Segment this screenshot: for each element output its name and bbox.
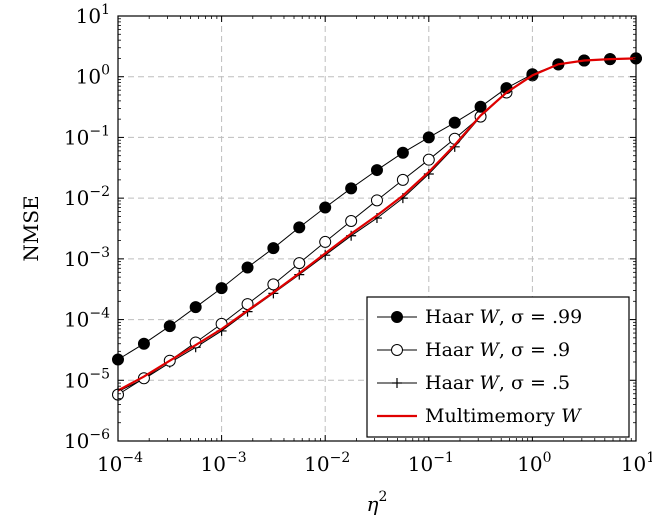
legend-label: Multimemory W: [425, 405, 582, 427]
point-filled-circle: [241, 261, 254, 274]
axis-ticks: 10−4 10−3 10−2 10−1 100 101 10−6 10−5 10−4 10−3 10…: [64, 2, 652, 476]
point-open-circle: [448, 132, 461, 145]
point-open-circle: [319, 235, 332, 248]
point-open-circle: [345, 215, 358, 228]
x-tick-label: 101: [621, 450, 652, 476]
plot-frame: [117, 15, 637, 442]
point-plus: [392, 378, 402, 388]
point-open-circle: [396, 173, 409, 186]
point-filled-circle: [474, 100, 487, 113]
point-filled-circle: [293, 221, 306, 234]
legend-label: Haar W, σ = .5: [425, 372, 570, 394]
series-3: [117, 57, 637, 392]
legend-label: Haar W, σ = .99: [425, 306, 582, 328]
y-tick-label: 10−4: [64, 306, 110, 332]
point-filled-circle: [448, 116, 461, 129]
x-tick-label: 10−4: [97, 450, 143, 476]
point-filled-circle: [345, 182, 358, 195]
point-filled-circle: [396, 146, 409, 159]
x-axis-label: η2: [367, 489, 388, 516]
point-filled-circle: [163, 320, 176, 333]
point-filled-circle: [391, 311, 403, 323]
y-tick-label: 10−6: [64, 427, 110, 453]
plot-series: [112, 52, 642, 401]
legend: Haar W, σ = .99 Haar W, σ = .9 Haar W, σ =…: [366, 296, 630, 438]
point-filled-circle: [267, 242, 280, 255]
y-tick-label: 100: [76, 63, 110, 89]
x-tick-label: 10−1: [408, 450, 454, 476]
point-open-circle: [267, 278, 280, 291]
legend-label: Haar W, σ = .9: [425, 339, 570, 361]
x-tick-label: 10−3: [201, 450, 247, 476]
y-tick-label: 10−1: [64, 123, 110, 149]
x-tick-label: 100: [517, 450, 551, 476]
point-filled-circle: [422, 131, 435, 144]
point-filled-circle: [319, 201, 332, 214]
legend-box: [366, 296, 630, 438]
point-filled-circle: [137, 337, 150, 350]
series-line: [117, 57, 637, 392]
x-tick-label: 10−2: [304, 450, 350, 476]
y-axis-label: NMSE: [19, 195, 43, 261]
point-open-circle: [370, 194, 383, 207]
point-open-circle: [391, 344, 403, 356]
point-filled-circle: [370, 164, 383, 177]
y-tick-label: 101: [76, 2, 110, 28]
point-filled-circle: [215, 282, 228, 295]
y-tick-label: 10−2: [64, 184, 110, 210]
y-tick-label: 10−5: [64, 366, 110, 392]
series-0: [112, 52, 642, 366]
point-open-circle: [293, 257, 306, 270]
point-filled-circle: [189, 301, 202, 314]
y-tick-label: 10−3: [64, 245, 110, 271]
point-open-circle: [422, 153, 435, 166]
